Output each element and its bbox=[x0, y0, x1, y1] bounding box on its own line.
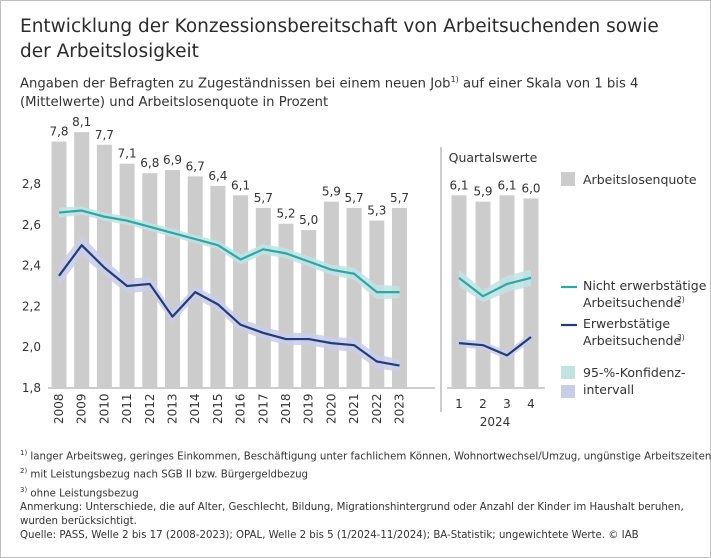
quarter-tick-label-1: 1 bbox=[455, 397, 463, 411]
x-tick-label-2008: 2008 bbox=[52, 393, 66, 424]
subtitle-part2: auf einer Skala von 1 bis 4 (Mittelwerte… bbox=[20, 76, 639, 111]
y-tick-label: 2,6 bbox=[22, 218, 41, 232]
y-tick-label: 2,0 bbox=[22, 340, 41, 354]
annual-employed-ci-band bbox=[59, 235, 400, 372]
x-tick-label-2014: 2014 bbox=[188, 393, 202, 424]
annual-bar-label-2022: 5,3 bbox=[367, 204, 386, 218]
legend-not-employed-label-2: Arbeitsuchende bbox=[583, 295, 681, 310]
annual-bar-2018 bbox=[278, 223, 294, 388]
quarterly-bar-label-3: 6,1 bbox=[497, 178, 516, 192]
subtitle-footnote-ref: 1) bbox=[450, 75, 459, 84]
annual-bar-2014 bbox=[187, 176, 203, 388]
legend-bars-swatch bbox=[561, 172, 575, 186]
annual-bar-label-2011: 7,1 bbox=[118, 147, 137, 161]
annual-bar-2009 bbox=[74, 132, 90, 388]
note-line-2: wurden berücksichtigt. bbox=[20, 516, 137, 528]
annual-bar-label-2015: 6,4 bbox=[208, 169, 227, 183]
x-tick-label-2019: 2019 bbox=[302, 393, 316, 424]
legend-employed-label-1: Erwerbstätige bbox=[583, 316, 670, 331]
annual-bar-label-2017: 5,7 bbox=[254, 191, 273, 205]
x-tick-label-2011: 2011 bbox=[120, 393, 134, 424]
annual-bar-2008 bbox=[51, 141, 67, 388]
annual-bar-label-2021: 5,7 bbox=[345, 191, 364, 205]
y-tick-label: 2,4 bbox=[22, 259, 41, 273]
quarterly-bar-label-1: 6,1 bbox=[449, 178, 468, 192]
x-tick-label-2020: 2020 bbox=[324, 393, 338, 424]
legend-ci-label-2: intervall bbox=[583, 382, 634, 397]
annual-bar-2015 bbox=[210, 185, 226, 388]
footnote-2: 2) mit Leistungsbezug nach SGB II bzw. B… bbox=[20, 467, 308, 481]
quarterly-bar-label-2: 5,9 bbox=[473, 185, 492, 199]
quarterly-employed-line bbox=[458, 336, 532, 357]
footnote-1: 1) langer Arbeitsweg, geringes Einkommen… bbox=[20, 449, 711, 463]
annual-bar-label-2013: 6,9 bbox=[163, 153, 182, 167]
x-tick-label-2018: 2018 bbox=[279, 393, 293, 424]
footnote-3: 3) ohne Leistungsbezug bbox=[20, 485, 139, 500]
quarter-tick-label-3: 3 bbox=[503, 397, 511, 411]
x-tick-label-2023: 2023 bbox=[393, 393, 407, 424]
y-tick-label: 2,2 bbox=[22, 299, 41, 313]
source-line: Quelle: PASS, Welle 2 bis 17 (2008-2023)… bbox=[20, 530, 639, 542]
note-line-1: Anmerkung: Unterschiede, die auf Alter, … bbox=[20, 502, 684, 514]
legend-ci-swatch-teal bbox=[561, 366, 575, 379]
quarter-year-label: 2024 bbox=[480, 415, 511, 429]
legend-not-employed-label-1: Nicht erwerbstätige bbox=[583, 278, 707, 293]
annual-bar-label-2008: 7,8 bbox=[49, 125, 68, 139]
quarterly-employed-ci-band bbox=[459, 332, 531, 360]
x-tick-label-2013: 2013 bbox=[166, 393, 180, 424]
x-tick-label-2021: 2021 bbox=[347, 393, 361, 424]
legend-employed-sup: 3) bbox=[677, 333, 685, 342]
x-tick-label-2016: 2016 bbox=[234, 393, 248, 424]
annual-bar-label-2012: 6,8 bbox=[140, 156, 159, 170]
x-tick-label-2009: 2009 bbox=[75, 393, 89, 424]
annual-bar-label-2010: 7,7 bbox=[95, 128, 114, 142]
y-tick-label: 1,8 bbox=[22, 381, 41, 395]
quarter-section-title: Quartalswerte bbox=[449, 150, 538, 165]
quarterly-bar-4 bbox=[523, 198, 539, 388]
subtitle-part1: Angaben der Befragten zu Zugeständnissen… bbox=[20, 76, 451, 92]
quarterly-not-employed-line bbox=[458, 276, 532, 298]
x-tick-label-2015: 2015 bbox=[211, 393, 225, 424]
annual-bar-2020 bbox=[323, 201, 339, 388]
quarterly-not-employed-ci-band bbox=[459, 269, 531, 303]
quarter-tick-label-4: 4 bbox=[527, 397, 535, 411]
annual-bar-label-2023: 5,7 bbox=[390, 191, 409, 205]
annual-bar-2016 bbox=[233, 195, 249, 388]
x-tick-label-2010: 2010 bbox=[97, 393, 111, 424]
chart-subtitle: Angaben der Befragten zu Zugeständnissen… bbox=[20, 70, 690, 112]
annual-bar-label-2009: 8,1 bbox=[72, 115, 91, 129]
quarter-tick-label-2: 2 bbox=[479, 397, 487, 411]
x-tick-label-2022: 2022 bbox=[370, 393, 384, 424]
x-tick-label-2012: 2012 bbox=[143, 393, 157, 424]
annual-not-employed-line bbox=[58, 209, 400, 294]
quarterly-bar-1 bbox=[451, 195, 467, 388]
legend-ci-swatch-blue bbox=[561, 385, 575, 398]
legend-bars-label: Arbeitslosenquote bbox=[583, 172, 697, 187]
annual-bar-2021 bbox=[346, 207, 362, 388]
annual-bar-2019 bbox=[301, 230, 317, 388]
footnotes: 1) langer Arbeitsweg, geringes Einkommen… bbox=[20, 446, 711, 543]
annual-bar-label-2020: 5,9 bbox=[322, 185, 341, 199]
annual-bar-label-2019: 5,0 bbox=[299, 213, 318, 227]
x-tick-label-2017: 2017 bbox=[256, 393, 270, 424]
quarterly-bar-label-4: 6,0 bbox=[521, 181, 540, 195]
annual-bar-2017 bbox=[255, 207, 271, 388]
annual-bar-label-2016: 6,1 bbox=[231, 178, 250, 192]
legend-ci-label-1: 95-%-Konfidenz- bbox=[583, 365, 685, 380]
annual-employed-line bbox=[58, 244, 400, 367]
y-tick-label: 2,8 bbox=[22, 177, 41, 191]
annual-bar-label-2014: 6,7 bbox=[186, 159, 205, 173]
annual-bar-2013 bbox=[165, 170, 180, 388]
annual-bar-2022 bbox=[369, 220, 385, 388]
chart-title: Entwicklung der Konzessionsbereitschaft … bbox=[20, 16, 659, 62]
annual-bar-label-2018: 5,2 bbox=[276, 207, 295, 221]
legend-not-employed-sup: 2) bbox=[677, 295, 685, 304]
chart-plot: 1,82,02,22,42,62,87,88,17,77,16,8 6,9 6,76… bbox=[22, 115, 707, 429]
legend-employed-label-2: Arbeitsuchende bbox=[583, 333, 681, 348]
